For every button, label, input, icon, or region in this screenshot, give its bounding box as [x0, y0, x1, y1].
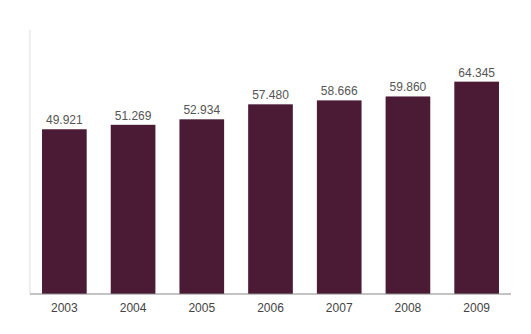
bar	[248, 104, 293, 294]
chart-container: 49.921 51.269 52.934 57.480 58.666 59.860 64.3…	[0, 0, 531, 334]
bars	[42, 82, 499, 294]
data-label: 59.860	[390, 80, 427, 94]
x-tick-label: 2004	[120, 301, 147, 315]
x-tick-label: 2006	[257, 301, 284, 315]
chart: 49.921 51.269 52.934 57.480 58.666 59.860 64.3…	[0, 0, 531, 334]
y-axis-line	[30, 30, 31, 294]
x-tick-label: 2008	[395, 301, 422, 315]
bar	[179, 119, 224, 294]
data-label: 57.480	[252, 88, 289, 102]
bar	[111, 125, 156, 294]
data-label: 64.345	[458, 66, 495, 80]
bar	[317, 100, 362, 294]
x-tick-label: 2005	[188, 301, 215, 315]
data-label: 52.934	[183, 103, 220, 117]
x-axis-line	[30, 294, 511, 295]
data-label: 49.921	[46, 113, 83, 127]
data-label: 58.666	[321, 84, 358, 98]
bar	[42, 129, 87, 294]
x-tick-label: 2009	[463, 301, 490, 315]
bar	[454, 82, 499, 294]
x-tick-label: 2003	[51, 301, 78, 315]
bar	[386, 96, 431, 294]
x-tick-label: 2007	[326, 301, 353, 315]
data-label: 51.269	[115, 109, 152, 123]
